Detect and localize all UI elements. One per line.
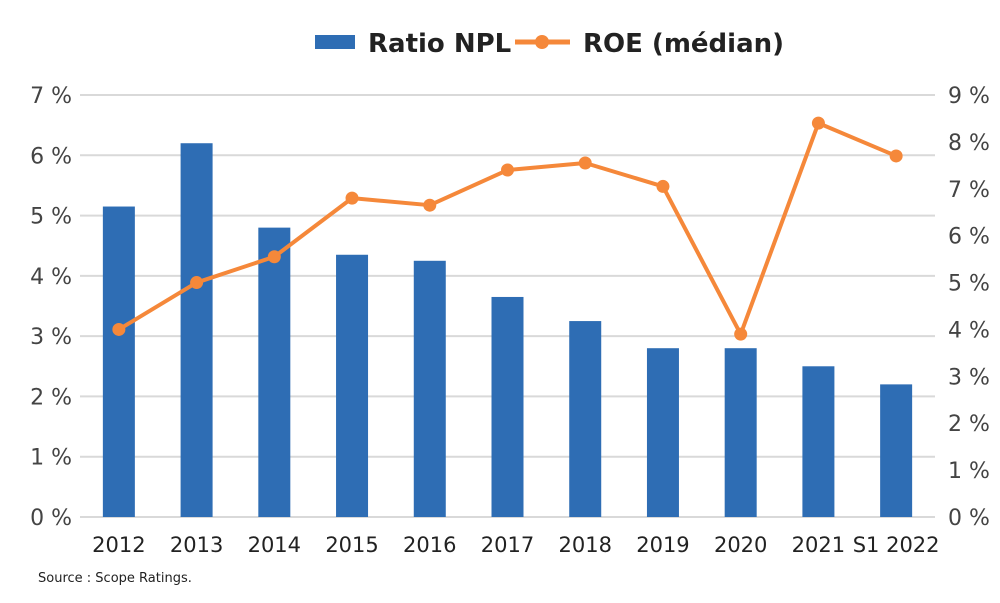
roe-point — [656, 179, 670, 193]
roe-point — [889, 149, 903, 163]
x-tick-label: 2018 — [559, 533, 612, 557]
x-tick-label: 2015 — [325, 533, 378, 557]
y-right-tick-label: 2 % — [948, 412, 990, 437]
x-tick-label: 2013 — [170, 533, 223, 557]
y-right-tick-label: 0 % — [948, 506, 990, 531]
x-tick-label: 2020 — [714, 533, 767, 557]
bar-series — [102, 143, 913, 517]
bar-npl — [569, 321, 602, 517]
y-left-tick-label: 6 % — [30, 144, 72, 169]
roe-point — [501, 163, 514, 177]
legend-label-roe: ROE (médian) — [583, 29, 784, 59]
legend-label-npl: Ratio NPL — [368, 29, 511, 59]
bar-npl — [180, 143, 213, 517]
legend: Ratio NPL ROE (médian) — [315, 29, 784, 59]
y-right-tick-label: 6 % — [948, 225, 990, 250]
axis-ticks: 0 % 1 % 2 % 3 % 4 % 5 % 6 % 7 % 0 % 1 % 2 % 3 % 4 % 5… — [30, 84, 990, 557]
y-left-tick-label: 1 % — [30, 446, 72, 471]
y-left-tick-label: 7 % — [30, 84, 72, 109]
x-tick-label: 2012 — [92, 533, 145, 557]
y-left-tick-label: 5 % — [30, 205, 72, 230]
bar-npl — [336, 254, 369, 517]
roe-point — [190, 276, 204, 290]
source-note: Source : Scope Ratings. — [38, 571, 192, 586]
bar-npl — [646, 348, 679, 517]
roe-point — [112, 322, 126, 336]
x-tick-label: 2021 — [792, 533, 845, 557]
y-right-tick-label: 5 % — [948, 272, 990, 297]
bar-npl — [413, 260, 446, 517]
roe-point — [267, 250, 281, 264]
y-left-tick-label: 2 % — [30, 385, 72, 410]
roe-point — [734, 327, 748, 341]
legend-swatch-npl — [315, 35, 355, 49]
y-left-tick-label: 0 % — [30, 506, 72, 531]
y-left-tick-label: 3 % — [30, 325, 72, 350]
x-tick-label: S1 2022 — [853, 533, 940, 557]
y-right-tick-label: 4 % — [948, 318, 990, 343]
roe-point — [345, 191, 359, 205]
roe-point — [578, 156, 592, 170]
y-right-tick-label: 7 % — [948, 178, 990, 203]
bar-npl — [258, 227, 291, 517]
roe-point — [811, 116, 825, 130]
bar-npl — [880, 384, 913, 517]
y-right-tick-label: 3 % — [948, 365, 990, 390]
legend-marker-roe — [535, 35, 549, 49]
bar-npl — [491, 296, 524, 517]
x-tick-label: 2016 — [403, 533, 456, 557]
y-left-tick-label: 4 % — [30, 265, 72, 290]
y-right-tick-label: 9 % — [948, 84, 990, 109]
bar-npl — [802, 366, 835, 517]
bar-npl — [724, 348, 757, 517]
y-right-tick-label: 8 % — [948, 131, 990, 156]
x-tick-label: 2014 — [248, 533, 301, 557]
roe-point — [423, 198, 437, 212]
y-right-tick-label: 1 % — [948, 459, 990, 484]
bar-npl — [102, 206, 135, 517]
x-tick-label: 2019 — [636, 533, 689, 557]
line-series — [112, 116, 903, 341]
x-tick-label: 2017 — [481, 533, 534, 557]
